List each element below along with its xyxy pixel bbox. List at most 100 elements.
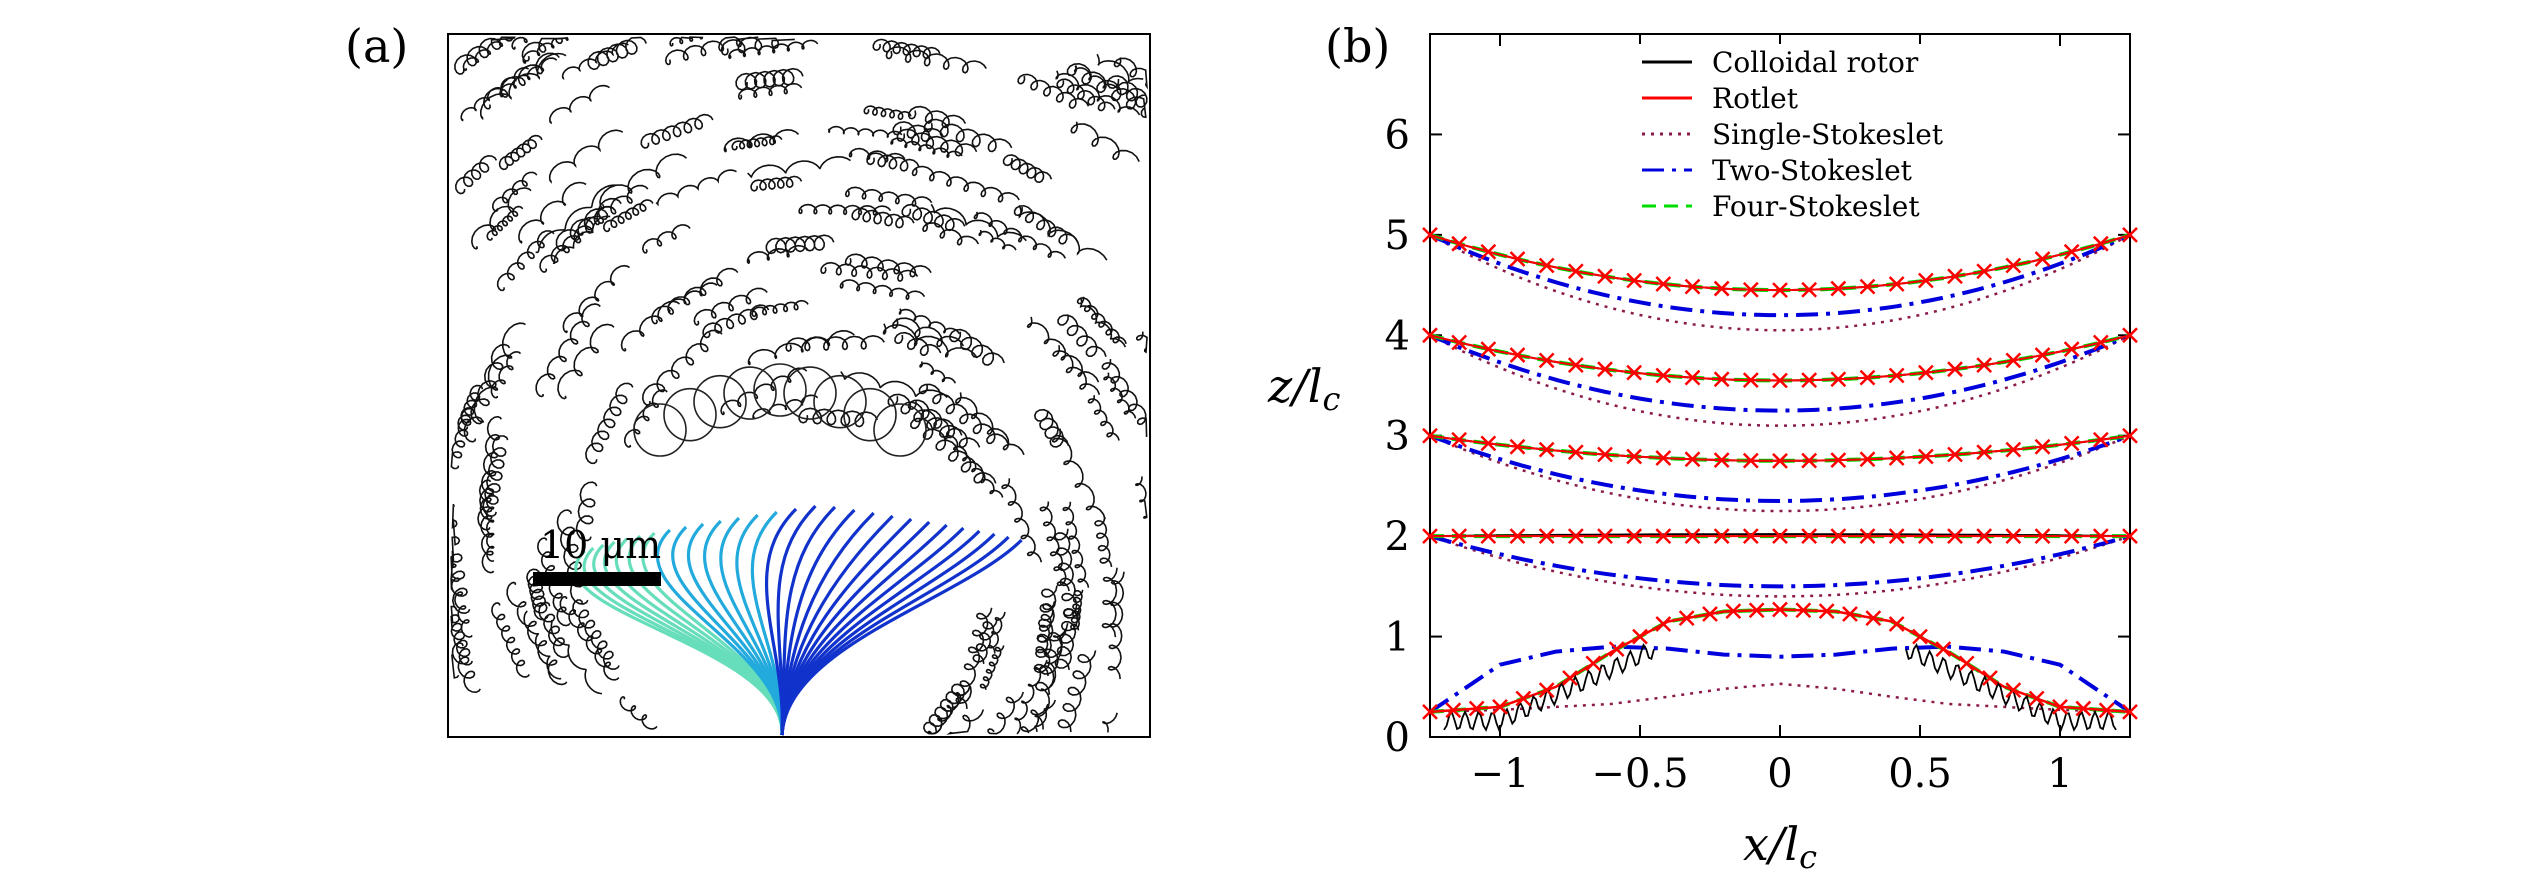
trajectory-path: [851, 207, 915, 229]
rotlet-marker: [1795, 602, 1812, 619]
rotlet-marker: [1626, 528, 1643, 545]
rotlet-marker: [1713, 452, 1730, 469]
trajectory-path: [1134, 476, 1148, 519]
rotlet-marker: [1742, 452, 1759, 469]
rotlet-marker: [2034, 347, 2051, 363]
trajectory-path: [1033, 585, 1058, 677]
panel-a-frame: [447, 33, 1151, 738]
trajectory-path: [1069, 589, 1084, 631]
rotlet-marker: [2063, 341, 2080, 357]
trajectory-field-micrograph: [450, 36, 1148, 735]
x-tick-label: −1: [1471, 751, 1530, 797]
trajectory-path: [1113, 57, 1148, 90]
trajectory-path: [490, 350, 522, 399]
rotlet-marker: [1888, 616, 1905, 632]
trajectory-path: [511, 36, 528, 50]
trajectory-path: [450, 550, 473, 638]
rotlet-marker: [1947, 361, 1963, 378]
legend-label: Four-Stokeslet: [1712, 190, 1920, 223]
trajectory-path: [1055, 70, 1141, 116]
trajectory-path: [549, 84, 610, 125]
rotlet-marker: [1655, 367, 1672, 384]
rotlet-marker: [1725, 603, 1742, 620]
rotlet-marker: [1655, 450, 1672, 466]
trajectory-path: [462, 36, 516, 72]
trajectory-path: [470, 187, 532, 250]
rotlet-marker: [1509, 438, 1526, 455]
rotlet-marker: [1626, 448, 1643, 465]
trajectory-path: [451, 654, 460, 679]
rotlet-marker: [1917, 364, 1934, 381]
rotlet-marker: [1976, 263, 1993, 280]
trajectory-path: [561, 42, 629, 80]
trajectory-path: [450, 407, 475, 470]
rotlet-line: [1429, 608, 2131, 714]
rotlet-marker: [1917, 272, 1934, 289]
trajectory-path: [485, 493, 495, 563]
trajectory-path: [943, 431, 1004, 498]
trajectory-loop: [843, 387, 897, 442]
rotlet-marker: [2098, 702, 2115, 719]
trajectory-path: [1018, 204, 1108, 261]
rotlet-marker: [1801, 528, 1818, 545]
rotlet-marker: [1801, 452, 1818, 469]
two-stokeslet-line: [1428, 644, 2132, 714]
rotlet-marker: [1655, 528, 1672, 545]
rotlet-marker: [1859, 451, 1876, 468]
trajectory-path: [693, 287, 768, 326]
trajectory-path: [667, 282, 718, 313]
rotlet-marker: [1958, 655, 1975, 672]
trajectory-path: [973, 211, 1067, 259]
y-tick-label: 6: [1385, 112, 1410, 158]
y-tick-label: 0: [1385, 715, 1410, 761]
two-stokeslet-line: [1429, 233, 2131, 318]
rotlet-marker: [1422, 704, 1438, 720]
y-axis-label: z/lc: [1267, 359, 1340, 418]
trajectory-path: [1094, 516, 1113, 568]
trajectory-path: [1013, 204, 1079, 245]
trajectory-path: [522, 37, 569, 64]
rotlet-marker: [1830, 452, 1847, 469]
trajectory-path: [844, 253, 932, 278]
rotlet-marker: [1451, 431, 1468, 448]
y-tick-label: 5: [1385, 213, 1410, 259]
trajectory-path: [496, 230, 555, 292]
rotlet-marker: [2075, 700, 2092, 717]
rotlet-marker: [1830, 371, 1847, 388]
rotlet-marker: [2122, 528, 2138, 545]
panel-b-label: (b): [1325, 19, 1390, 73]
rotlet-marker: [1626, 364, 1643, 381]
rotlet-marker: [1480, 435, 1497, 452]
trajectory-path: [955, 607, 993, 710]
trajectory-path: [535, 303, 601, 398]
trajectory-path: [737, 82, 803, 100]
rotlet-marker: [1935, 641, 1952, 658]
legend-background: [1620, 44, 1980, 234]
rotlet-marker: [2092, 334, 2109, 351]
rotlet-marker: [1684, 369, 1701, 386]
rotlet-marker: [1422, 427, 1438, 444]
trajectory-path: [599, 153, 687, 210]
rotlet-marker: [1422, 528, 1438, 545]
rotlet-marker: [1702, 606, 1718, 622]
trajectory-path: [911, 165, 1020, 203]
trajectory-path: [1034, 699, 1057, 733]
rotlet-marker: [1492, 698, 1508, 715]
rotlet-marker: [1772, 372, 1788, 389]
rotlet-marker: [1982, 670, 1998, 686]
trajectory-loop: [723, 366, 777, 420]
rotlet-marker: [1509, 251, 1526, 267]
trajectory-path: [552, 215, 611, 265]
trajectory-path: [491, 171, 538, 212]
trajectory-path: [548, 129, 624, 184]
trajectory-path: [1056, 78, 1116, 112]
trajectory-path: [1020, 703, 1049, 734]
single-stokeslet-line: [1429, 334, 2131, 427]
trajectory-path: [1051, 428, 1106, 520]
trajectory-path: [1107, 571, 1125, 680]
trajectory-path: [894, 331, 942, 357]
trajectory-loop: [693, 374, 747, 429]
single-stokeslet-line: [1429, 233, 2131, 332]
rotlet-marker: [1859, 528, 1876, 545]
trajectory-path: [918, 383, 1009, 445]
